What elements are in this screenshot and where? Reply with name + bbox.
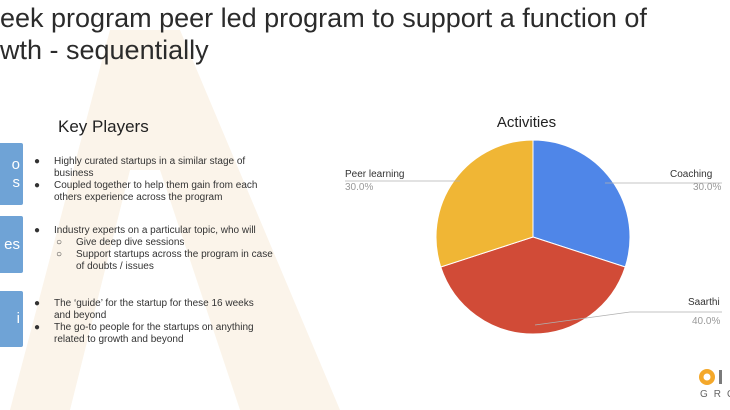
item-line: related to growth and beyond bbox=[54, 334, 184, 345]
leader-line-saarthi bbox=[534, 311, 722, 326]
slide-title: eek program peer led program to support … bbox=[0, 2, 730, 66]
item-line: of doubts / issues bbox=[76, 261, 154, 272]
item-line: The ‘guide’ for the startup for these 16… bbox=[54, 298, 254, 309]
pie-slice-saarthi bbox=[440, 236, 626, 335]
slice-pct-peer-learning: 30.0% bbox=[345, 182, 374, 193]
startups-bullets: ● Highly curated startups in a similar s… bbox=[34, 156, 257, 204]
tab-label-line: s bbox=[12, 174, 21, 191]
pie-chart bbox=[345, 139, 722, 335]
item-line: Support startups across the program in c… bbox=[76, 249, 273, 260]
chart-title: Activities bbox=[496, 114, 557, 131]
bullet-icon: ● bbox=[34, 156, 41, 167]
item-line: The go-to people for the startups on any… bbox=[54, 322, 254, 333]
bullet-icon: ● bbox=[34, 298, 41, 309]
sub-bullet-icon: ○ bbox=[56, 249, 63, 260]
item-line: Give deep dive sessions bbox=[76, 237, 185, 248]
title-line-1: eek program peer led program to support … bbox=[0, 3, 647, 33]
slice-label-saarthi: Saarthi bbox=[688, 297, 720, 308]
activities-chart: Activities Coaching 30.0% Saarthi 40.0% … bbox=[330, 105, 730, 345]
item-line: and beyond bbox=[54, 310, 107, 321]
saarthi-bullets: ● The ‘guide’ for the startup for these … bbox=[34, 298, 254, 346]
slice-label-peer-learning: Peer learning bbox=[345, 169, 405, 180]
pie-slice-coaching bbox=[532, 139, 631, 268]
list-item: ● The go-to people for the startups on a… bbox=[34, 322, 254, 346]
bullet-icon: ● bbox=[34, 322, 41, 333]
item-line: business bbox=[54, 168, 94, 179]
sub-list-item: ○ Give deep dive sessions bbox=[34, 237, 273, 249]
item-line: others experience across the program bbox=[54, 192, 223, 203]
slice-pct-coaching: 30.0% bbox=[693, 182, 722, 193]
logo-text: GRO bbox=[700, 389, 730, 400]
title-line-2: wth - sequentially bbox=[0, 35, 209, 65]
pie-slice-peer-learning bbox=[435, 139, 534, 268]
bullet-icon: ● bbox=[34, 225, 41, 236]
experts-bullets: ● Industry experts on a particular topic… bbox=[34, 225, 273, 273]
company-logo-icon bbox=[699, 369, 722, 385]
tab-experts: es bbox=[0, 216, 23, 273]
tab-label-line: o bbox=[11, 156, 20, 173]
item-line: Industry experts on a particular topic, … bbox=[54, 225, 256, 236]
slice-pct-saarthi: 40.0% bbox=[692, 316, 721, 327]
list-item: ● The ‘guide’ for the startup for these … bbox=[34, 298, 254, 322]
tab-label-line: es bbox=[4, 235, 20, 253]
sub-list-item: ○ Support startups across the program in… bbox=[34, 249, 273, 273]
tab-label-line: i bbox=[16, 310, 20, 327]
key-players-heading: Key Players bbox=[58, 117, 149, 136]
item-line: Coupled together to help them gain from … bbox=[54, 180, 258, 191]
slice-label-coaching: Coaching bbox=[670, 169, 713, 180]
list-item: ● Coupled together to help them gain fro… bbox=[34, 180, 257, 204]
tab-startups: o s bbox=[0, 143, 23, 205]
list-item: ● Industry experts on a particular topic… bbox=[34, 225, 273, 237]
list-item: ● Highly curated startups in a similar s… bbox=[34, 156, 257, 180]
item-line: Highly curated startups in a similar sta… bbox=[54, 156, 246, 167]
tab-saarthi: i bbox=[0, 291, 23, 347]
sub-bullet-icon: ○ bbox=[56, 237, 63, 248]
bullet-icon: ● bbox=[34, 180, 41, 191]
